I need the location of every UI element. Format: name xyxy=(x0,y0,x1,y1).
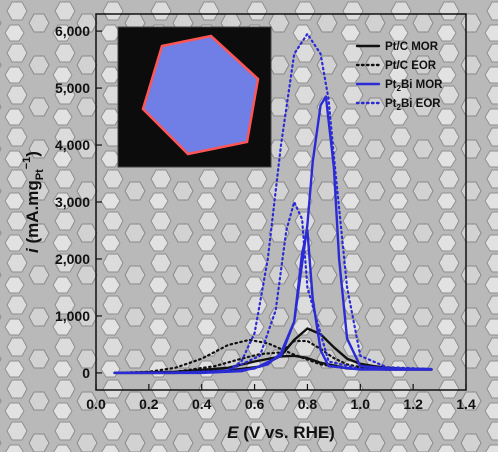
x-tick-label: 1.0 xyxy=(351,396,371,412)
svg-text:i (mA.mgPt−1): i (mA.mgPt−1) xyxy=(21,151,46,253)
inset-image xyxy=(117,26,272,168)
legend-label-1: Pt/C EOR xyxy=(385,60,437,72)
x-tick-label: 0.0 xyxy=(86,396,106,412)
x-tick-label: 0.8 xyxy=(298,396,318,412)
x-tick-label: 0.4 xyxy=(192,396,212,412)
series-line-3 xyxy=(113,32,433,374)
x-axis-title: E (V vs. RHE) xyxy=(227,423,335,442)
x-tick-label: 1.4 xyxy=(456,396,476,412)
x-tick-label: 0.6 xyxy=(245,396,265,412)
y-tick-label: 3,000 xyxy=(55,194,90,210)
legend: Pt/C MOR Pt/C EOR Pt2Bi MOR Pt2Bi EOR xyxy=(355,41,443,112)
y-tick-label: 5,000 xyxy=(55,80,90,96)
y-axis-title: i (mA.mgPt−1) xyxy=(21,151,46,253)
series-line-2 xyxy=(113,95,433,375)
y-tick-label: 1,000 xyxy=(55,308,90,324)
x-tick-label: 0.2 xyxy=(139,396,159,412)
y-tick-label: 0 xyxy=(82,365,90,381)
x-tick-label: 1.2 xyxy=(403,396,423,412)
ticks-layer: 0.0 0.2 0.4 0.6 0.8 1.0 1.2 1.4 0 1,000 2,000 3,000… xyxy=(55,23,476,412)
y-tick-label: 6,000 xyxy=(55,23,90,39)
legend-label-3: Pt2Bi EOR xyxy=(385,98,441,112)
y-tick-label: 2,000 xyxy=(55,251,90,267)
legend-label-0: Pt/C MOR xyxy=(385,41,439,53)
y-tick-label: 4,000 xyxy=(55,137,90,153)
series-layer xyxy=(113,32,433,375)
legend-label-2: Pt2Bi MOR xyxy=(385,79,443,93)
hexagon-map-icon xyxy=(141,34,260,156)
